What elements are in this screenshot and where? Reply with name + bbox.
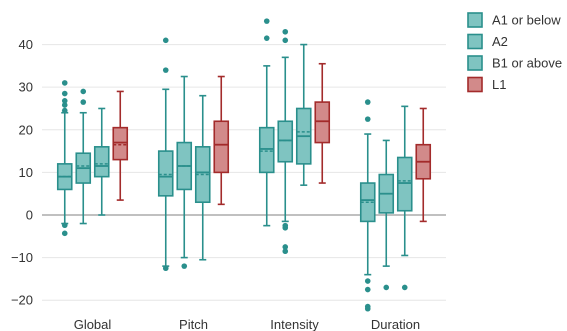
outlier-point [282,248,289,255]
y-tick-label: 10 [19,165,33,180]
outlier-point [181,263,188,269]
outlier-point [364,99,371,105]
outlier-point [80,99,87,105]
outlier-point [282,224,289,231]
box-a2-intensity [277,28,294,255]
box-l1-duration [415,107,432,223]
x-axis: Global Pitch Intensity Duration [74,317,420,331]
y-tick-label: −20 [11,293,33,308]
x-tick-label: Pitch [179,317,208,331]
legend-swatch [467,33,483,50]
box-iqr [213,120,230,174]
x-tick-label: Global [74,317,112,331]
legend-item-b1-or-above: B1 or above [467,55,562,71]
box-iqr [112,126,129,161]
outlier-point [61,90,68,97]
legend: A1 or below A2 B1 or above L1 [467,12,562,93]
y-axis: 40 30 20 10 0 −10 −20 [11,37,33,308]
plot-area [56,18,432,312]
y-tick-label: 30 [19,80,33,95]
outlier-point [282,28,289,35]
legend-swatch [467,12,483,28]
outlier-point [61,102,68,108]
box-a1-or-below-intensity [258,18,275,227]
outlier-point [162,67,169,73]
box-iqr [277,120,294,163]
outlier-point [383,284,390,291]
legend-label: B1 or above [492,56,562,71]
legend-item-a2: A2 [467,33,508,50]
box-iqr [157,150,174,197]
box-a2-duration [378,139,395,291]
box-iqr [258,126,275,174]
legend-label: L1 [492,77,506,92]
box-a1-or-below-global [56,80,73,237]
x-tick-label: Duration [371,317,420,331]
outlier-point [263,35,270,41]
outlier-point [61,107,68,114]
box-l1-global [112,90,129,201]
outlier-point [282,244,289,250]
outlier-point [263,18,270,24]
y-tick-label: 0 [26,208,33,223]
outlier-point [364,116,371,122]
outlier-point [61,222,68,229]
y-tick-label: 40 [19,37,33,52]
box-iqr [314,101,331,144]
outlier-point [282,37,289,44]
box-b1-or-above-pitch [194,94,211,261]
legend-label: A1 or below [492,13,561,28]
x-tick-label: Intensity [270,317,319,331]
outlier-point [61,98,68,104]
outlier-point [80,88,87,95]
legend-swatch [467,76,483,93]
legend-item-a1-or-below: A1 or below [467,12,561,28]
outlier-point [364,278,371,284]
outlier-point [401,284,408,291]
box-a2-pitch [176,75,193,269]
box-a2-global [75,88,92,225]
box-a1-or-below-duration [359,99,376,312]
legend-item-l1: L1 [467,76,506,93]
y-tick-label: 20 [19,122,33,137]
outlier-point [364,305,371,312]
outlier-point [162,37,169,44]
legend-label: A2 [492,34,508,49]
outlier-point [364,286,371,293]
box-b1-or-above-global [93,107,110,216]
outlier-point [162,265,169,272]
box-iqr [93,146,110,178]
box-b1-or-above-intensity [295,43,312,186]
legend-swatch [467,55,483,71]
outlier-point [61,80,68,86]
box-b1-or-above-duration [396,105,413,291]
y-tick-label: −10 [11,250,33,265]
box-iqr [396,156,413,212]
box-l1-pitch [213,75,230,206]
box-a1-or-below-pitch [157,37,174,272]
outlier-point [61,230,68,237]
box-l1-intensity [314,62,331,184]
